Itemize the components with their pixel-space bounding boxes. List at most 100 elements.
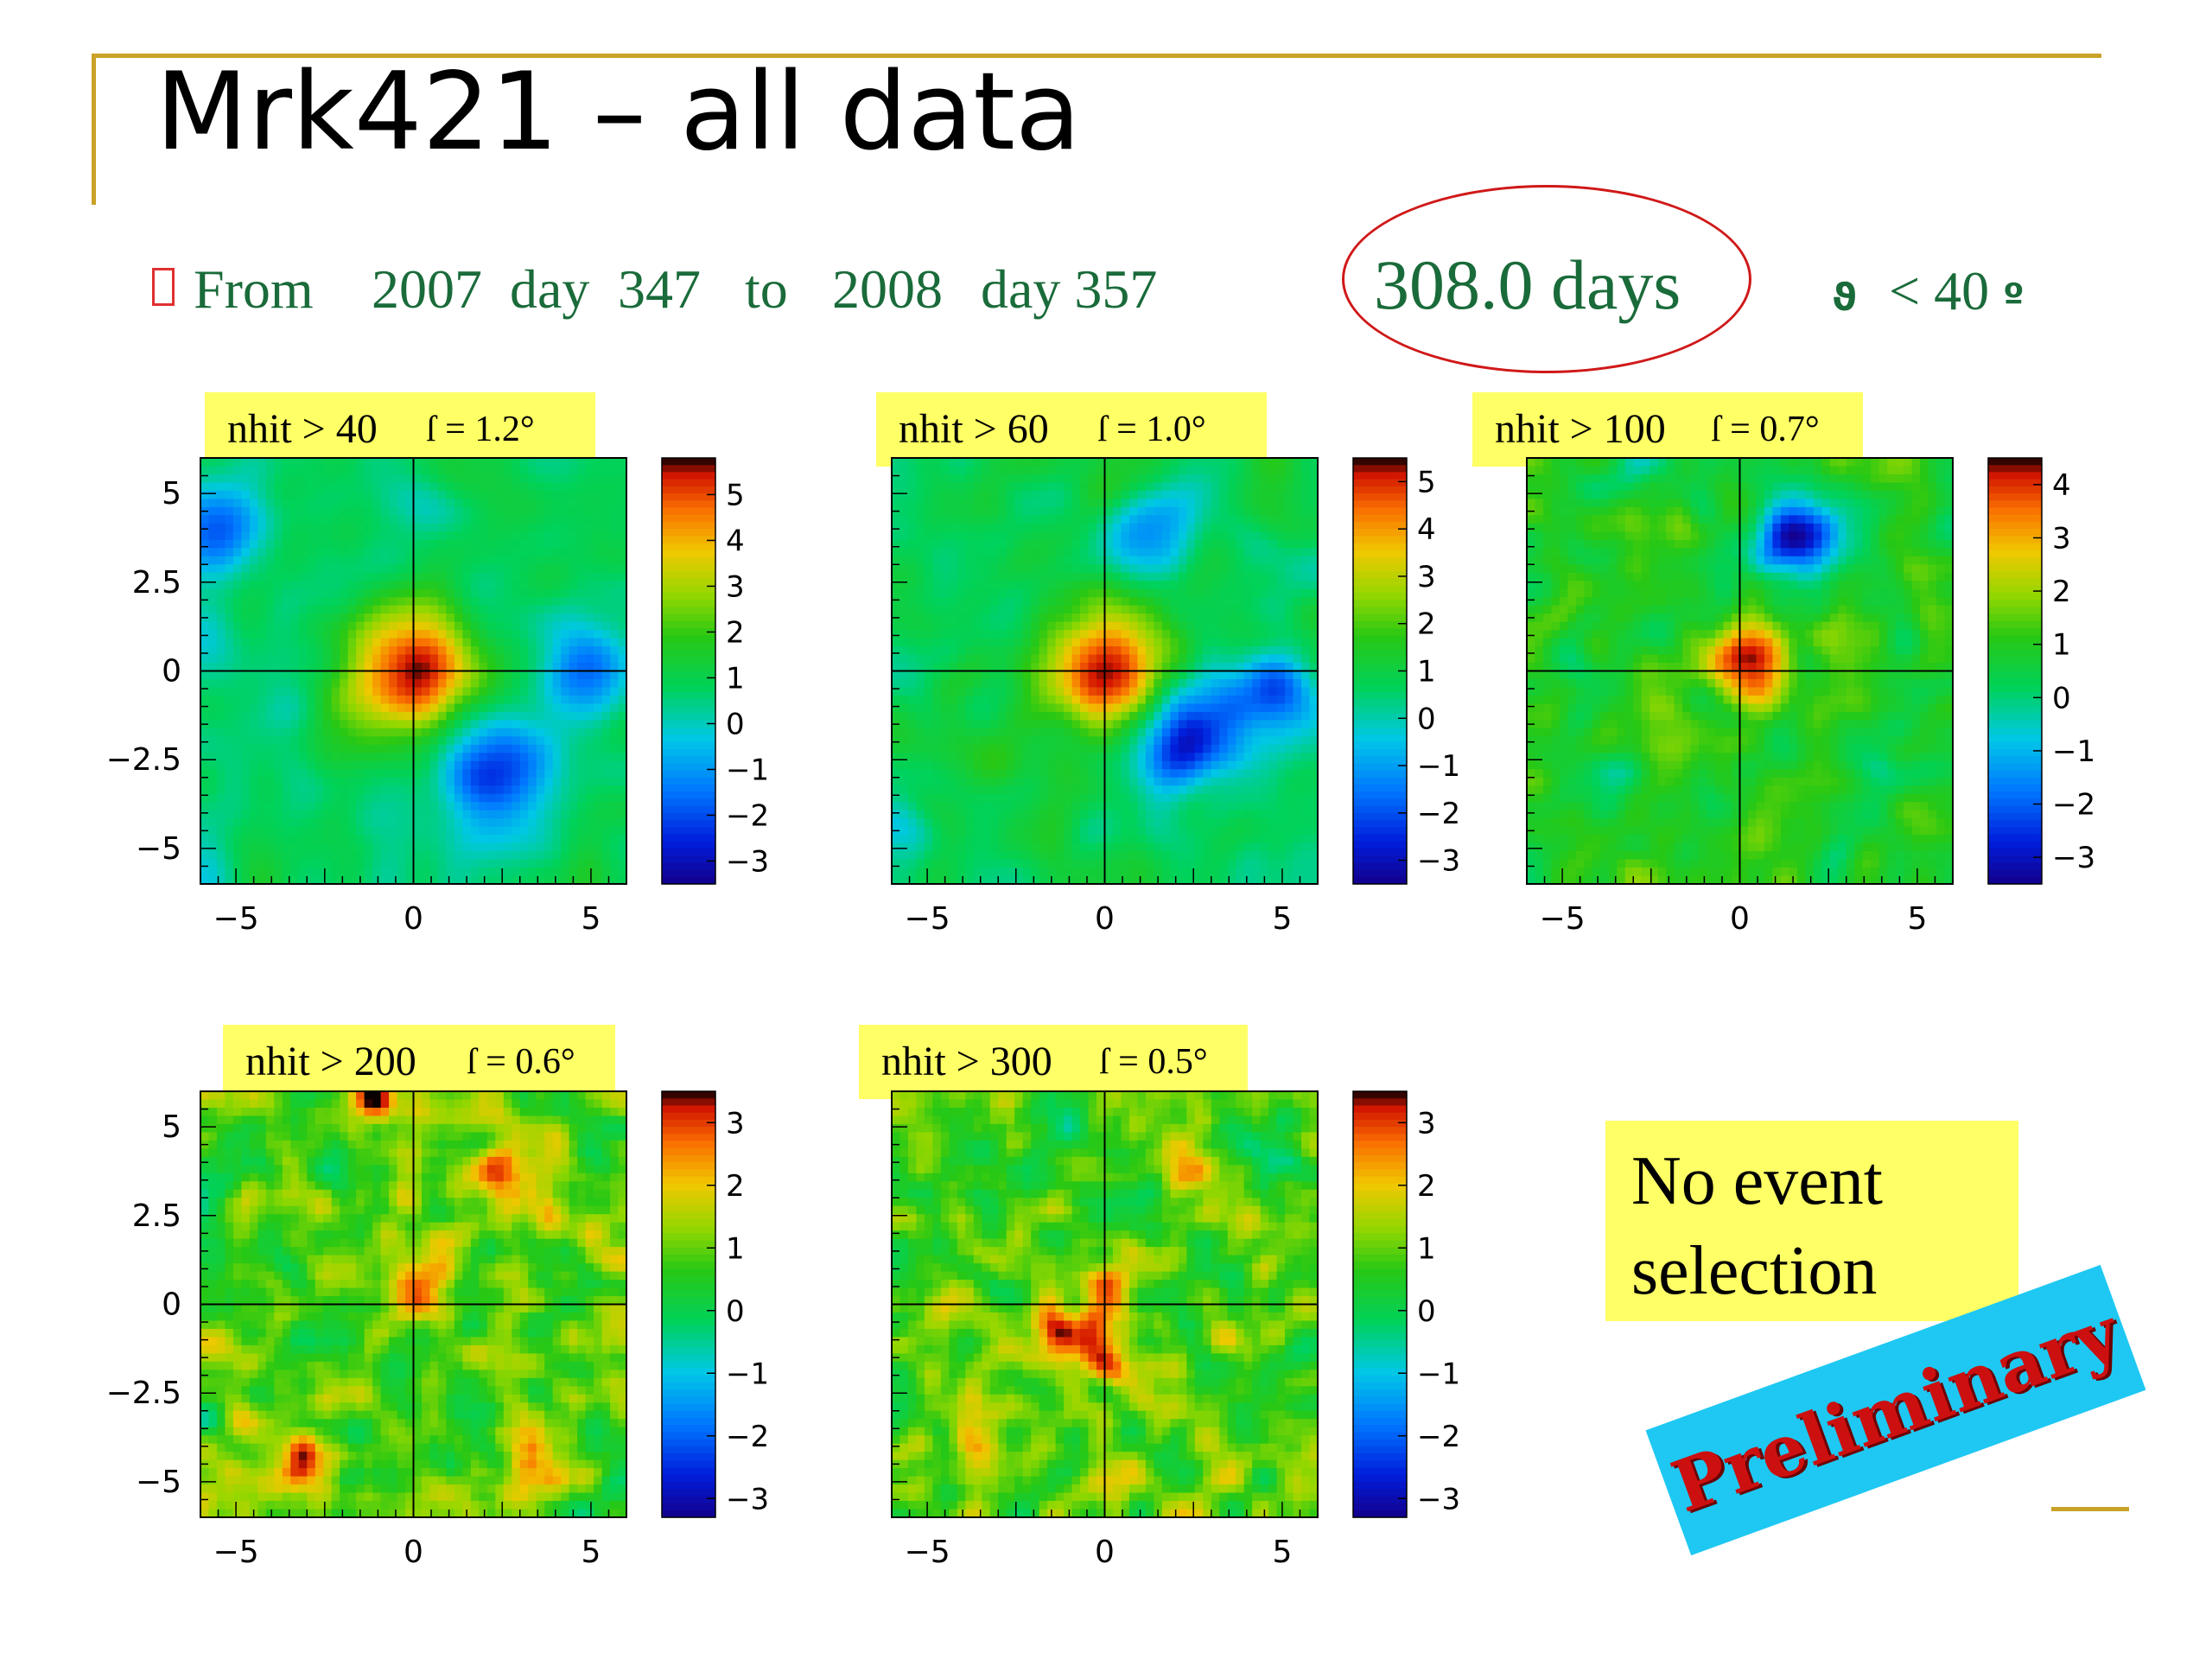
heatmap-cell — [957, 720, 966, 729]
heatmap-cell — [405, 482, 415, 492]
heatmap-cell — [380, 663, 390, 672]
heatmap-cell — [208, 466, 218, 475]
heatmap-cell — [331, 556, 340, 565]
heatmap-cell — [1128, 711, 1139, 721]
heatmap-cell — [1080, 474, 1090, 484]
heatmap-cell — [323, 581, 333, 590]
heatmap-cell — [1064, 621, 1073, 631]
heatmap-cell — [610, 613, 620, 623]
heatmap-cell — [364, 630, 373, 639]
heatmap-cell — [241, 802, 251, 811]
heatmap-cell — [429, 695, 439, 705]
heatmap-cell — [479, 810, 488, 819]
heatmap-cell — [462, 506, 472, 516]
heatmap-cell — [1014, 515, 1024, 524]
heatmap-cell — [307, 711, 316, 721]
heatmap-cell — [1022, 695, 1032, 705]
heatmap-cell — [989, 515, 999, 524]
heatmap-cell — [1170, 687, 1179, 696]
heatmap-cell — [1219, 548, 1229, 557]
colorbar-segment — [662, 628, 715, 637]
heatmap-cell — [446, 720, 455, 729]
heatmap-cell — [924, 564, 933, 574]
heatmap-cell — [1211, 588, 1220, 598]
heatmap-cell — [957, 539, 966, 549]
heatmap-cell — [274, 785, 283, 795]
heatmap-cell — [347, 597, 357, 607]
heatmap-cell — [536, 851, 545, 861]
heatmap-cell — [899, 531, 909, 541]
heatmap-cell — [372, 548, 382, 557]
heatmap-cell — [1170, 744, 1179, 753]
heatmap-cell — [200, 744, 210, 753]
heatmap-cell — [1104, 678, 1114, 689]
heatmap-cell — [429, 835, 439, 844]
heatmap-cell — [932, 695, 942, 705]
heatmap-cell — [232, 835, 242, 844]
heatmap-cell — [290, 753, 300, 762]
heatmap-cell — [1064, 728, 1073, 737]
heatmap-cell — [989, 564, 999, 574]
heatmap-cell — [1178, 720, 1187, 729]
heatmap-cell — [1219, 506, 1229, 516]
heatmap-cell — [1071, 588, 1081, 598]
heatmap-cell — [569, 744, 578, 753]
heatmap-cell — [1006, 474, 1015, 484]
heatmap-cell — [486, 548, 496, 557]
heatmap-cell — [340, 868, 349, 877]
heatmap-cell — [544, 548, 554, 557]
heatmap-cell — [208, 605, 218, 614]
heatmap-cell — [536, 588, 545, 598]
heatmap-cell — [1006, 572, 1015, 582]
heatmap-cell — [364, 466, 373, 475]
heatmap-cell — [907, 482, 918, 492]
heatmap-cell — [544, 654, 554, 664]
heatmap-cell — [561, 564, 570, 574]
heatmap-cell — [1227, 638, 1236, 647]
heatmap-cell — [380, 531, 390, 541]
heatmap-cell — [528, 769, 537, 779]
heatmap-cell — [1243, 630, 1253, 639]
heatmap-cell — [225, 728, 234, 737]
heatmap-cell — [347, 506, 357, 516]
heatmap-cell — [1219, 671, 1229, 680]
heatmap-cell — [421, 769, 431, 779]
heatmap-cell — [1064, 744, 1073, 753]
heatmap-cell — [347, 630, 357, 639]
heatmap-cell — [899, 564, 909, 574]
heatmap-cell — [372, 703, 382, 713]
heatmap-cell — [364, 810, 373, 819]
heatmap-cell — [536, 474, 545, 484]
heatmap-cell — [1178, 556, 1187, 565]
heatmap-cell — [610, 810, 620, 819]
heatmap-cell — [413, 736, 423, 746]
heatmap-cell — [323, 548, 333, 557]
heatmap-cell — [1055, 736, 1065, 746]
heatmap-cell — [1104, 654, 1114, 664]
heatmap-cell — [536, 564, 545, 574]
heatmap-cell — [618, 769, 627, 779]
heatmap-cell — [323, 588, 333, 598]
heatmap-cell — [965, 736, 975, 746]
heatmap-cell — [1178, 621, 1187, 631]
heatmap-cell — [307, 531, 316, 541]
heatmap-cell — [1268, 654, 1278, 664]
heatmap-cell — [486, 531, 496, 541]
heatmap-cell — [495, 868, 505, 877]
heatmap-cell — [899, 785, 909, 795]
heatmap-cell — [1243, 728, 1253, 737]
heatmap-cell — [405, 695, 415, 705]
heatmap-cell — [290, 613, 300, 623]
heatmap-cell — [585, 588, 594, 598]
heatmap-cell — [1064, 736, 1073, 746]
heatmap-cell — [1088, 556, 1097, 565]
heatmap-cell — [200, 581, 210, 590]
heatmap-cell — [1227, 711, 1236, 721]
heatmap-cell — [282, 605, 291, 614]
heatmap-cell — [940, 663, 950, 672]
y-tick-label: 2.5 — [132, 565, 181, 601]
heatmap-cell — [274, 678, 283, 689]
heatmap-cell — [1276, 663, 1286, 672]
heatmap-cell — [528, 581, 537, 590]
heatmap-cell — [372, 875, 382, 885]
